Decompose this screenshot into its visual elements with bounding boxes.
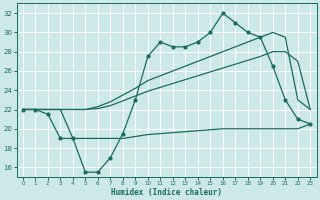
X-axis label: Humidex (Indice chaleur): Humidex (Indice chaleur) [111, 188, 222, 197]
